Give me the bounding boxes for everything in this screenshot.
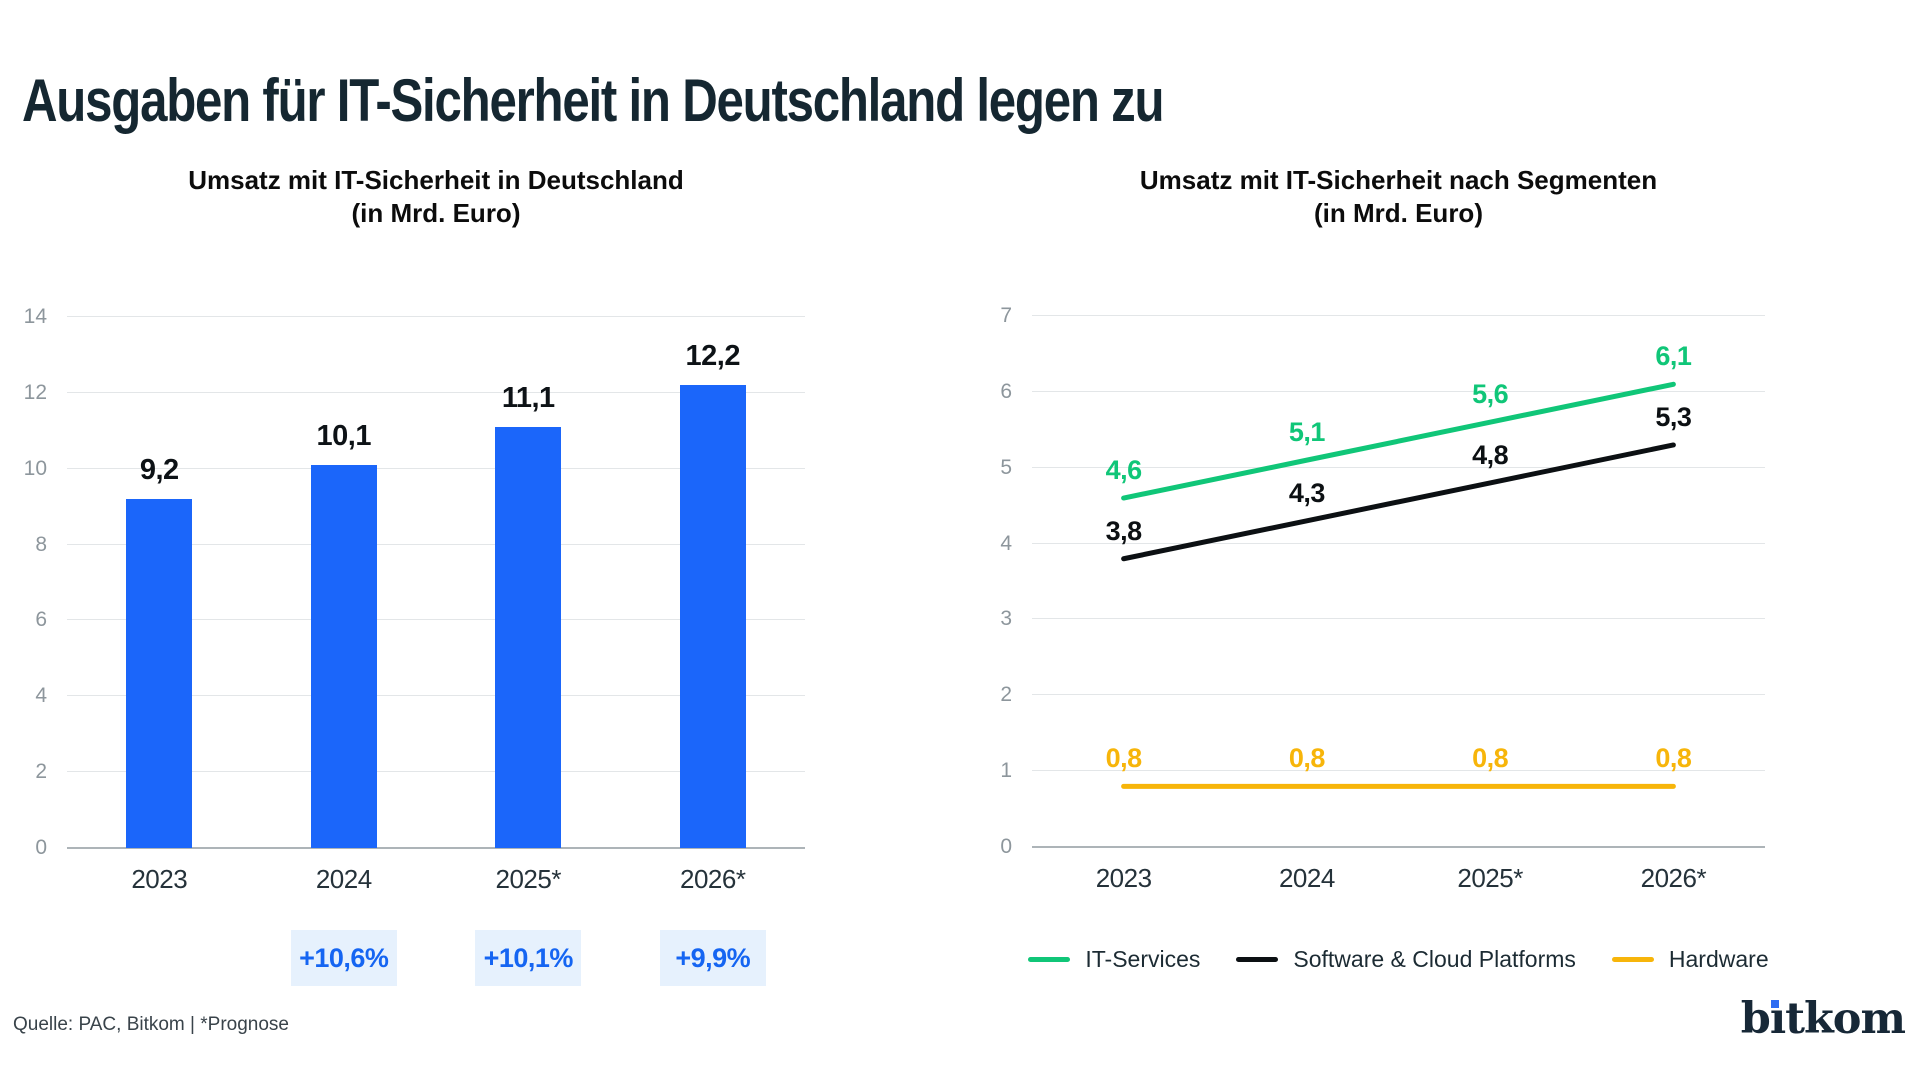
x-tick-label: 2024: [1278, 863, 1335, 893]
y-tick-label: 4: [35, 684, 47, 708]
growth-badge: +10,1%: [475, 930, 582, 986]
legend-swatch: [1611, 956, 1654, 962]
point-label-hardware: 0,8: [1105, 743, 1143, 774]
x-tick-label: 2025*: [1457, 863, 1523, 893]
gridline: [1032, 466, 1765, 468]
y-tick-label: 3: [1000, 607, 1012, 631]
bar-chart-title-line: Umsatz mit IT-Sicherheit in Deutschland: [188, 165, 684, 195]
line-chart-plot-area: 0 1 2 3 4 5 6 7 2023 2024 2025* 2026* 4,6 5,1 5,6 6,1 3,…: [1000, 304, 1765, 893]
bar: [126, 499, 193, 848]
point-label-it-services: 5,1: [1288, 417, 1326, 448]
bar: [495, 427, 562, 848]
gridline: [1032, 542, 1765, 544]
y-tick-label: 2: [35, 760, 47, 784]
y-tick-label: 7: [1000, 304, 1012, 327]
x-axis-line: [67, 847, 805, 849]
x-tick-label: 2024: [315, 864, 372, 894]
point-label-software-cloud-platforms: 5,3: [1655, 401, 1692, 432]
gridline: [67, 543, 805, 545]
bitkom-logo: bı tkom: [1740, 994, 1906, 1044]
bar-value-label: 10,1: [316, 419, 372, 452]
source-text: Quelle: PAC, Bitkom | *Prognose: [13, 1014, 289, 1035]
bar-chart-plot-area: 0 2 4 6 8 10 12 14 2023 2024 2025* 2026* 9,2 10,1 +10,…: [24, 305, 805, 986]
y-tick-label: 14: [23, 305, 47, 328]
gridline: [67, 467, 805, 469]
y-tick-label: 2: [1000, 683, 1012, 707]
page-title: Ausgaben für IT-Sicherheit in Deutschlan…: [22, 67, 1165, 135]
gridline: [67, 391, 805, 393]
y-tick-label: 0: [1000, 835, 1012, 858]
y-tick-label: 6: [1000, 379, 1012, 403]
legend-label: Software & Cloud Platforms: [1293, 945, 1576, 972]
series-line-it-services: [1121, 381, 1676, 501]
x-tick-label: 2026*: [680, 864, 746, 894]
bar-value-label: 12,2: [685, 340, 741, 373]
point-label-hardware: 0,8: [1288, 743, 1326, 774]
line-chart-title-line: Umsatz mit IT-Sicherheit nach Segmenten: [1139, 165, 1658, 195]
x-tick-label: 2023: [1095, 863, 1152, 893]
y-tick-label: 4: [1000, 531, 1012, 555]
y-tick-label: 8: [35, 532, 47, 556]
bar-value-label: 11,1: [501, 382, 555, 414]
y-tick-label: 10: [23, 456, 47, 480]
point-label-software-cloud-platforms: 4,8: [1472, 439, 1509, 470]
point-label-software-cloud-platforms: 3,8: [1105, 515, 1143, 546]
point-label-hardware: 0,8: [1655, 743, 1692, 774]
growth-badge: +9,9%: [659, 930, 766, 986]
legend-item: Software & Cloud Platforms: [1236, 946, 1576, 973]
point-label-it-services: 5,6: [1472, 379, 1509, 410]
bar: [679, 385, 746, 848]
gridline: [1032, 315, 1765, 316]
y-tick-label: 12: [23, 380, 47, 404]
gridline: [1032, 770, 1765, 772]
point-label-it-services: 4,6: [1105, 455, 1143, 486]
logo-letter-i: ı: [1769, 994, 1786, 1044]
x-tick-label: 2025*: [495, 864, 562, 894]
point-label-software-cloud-platforms: 4,3: [1288, 477, 1326, 508]
point-label-hardware: 0,8: [1472, 743, 1509, 774]
y-tick-label: 1: [1000, 759, 1012, 783]
gridline: [1032, 618, 1765, 620]
gridline: [67, 695, 805, 697]
legend-item: IT-Services: [1028, 946, 1200, 973]
logo-blue-dot-icon: [1770, 1000, 1779, 1008]
y-tick-label: 5: [1000, 455, 1012, 479]
line-chart-canvas: [1121, 381, 1676, 789]
bar-chart-subtitle: (in Mrd. Euro): [351, 198, 521, 228]
point-label-it-services: 6,1: [1655, 341, 1692, 372]
legend-item: Hardware: [1611, 945, 1769, 973]
gridline: [1032, 694, 1765, 696]
series-line-software-cloud-platforms: [1121, 442, 1676, 562]
gridline: [1032, 390, 1765, 392]
x-tick-label: 2026*: [1640, 863, 1707, 893]
line-chart-subtitle: (in Mrd. Euro): [1314, 198, 1483, 228]
bar-chart-title: Umsatz mit IT-Sicherheit in Deutschland …: [67, 164, 805, 230]
bar: [310, 464, 377, 848]
line-chart-title: Umsatz mit IT-Sicherheit nach Segmenten …: [1032, 164, 1765, 230]
gridline: [67, 619, 805, 621]
y-tick-label: 0: [35, 836, 47, 859]
growth-badge: +10,6%: [290, 930, 397, 986]
legend-label: IT-Services: [1085, 945, 1201, 972]
legend-swatch: [1028, 956, 1071, 962]
x-axis-line: [1032, 846, 1765, 848]
line-chart-legend: IT-Services Software & Cloud Platforms Har…: [1002, 938, 1795, 980]
bar-value-label: 9,2: [139, 454, 179, 487]
legend-swatch: [1236, 956, 1279, 962]
gridline: [67, 316, 805, 317]
gridline: [67, 771, 805, 773]
x-tick-label: 2023: [131, 864, 188, 894]
legend-label: Hardware: [1668, 945, 1769, 972]
y-tick-label: 6: [35, 608, 47, 632]
